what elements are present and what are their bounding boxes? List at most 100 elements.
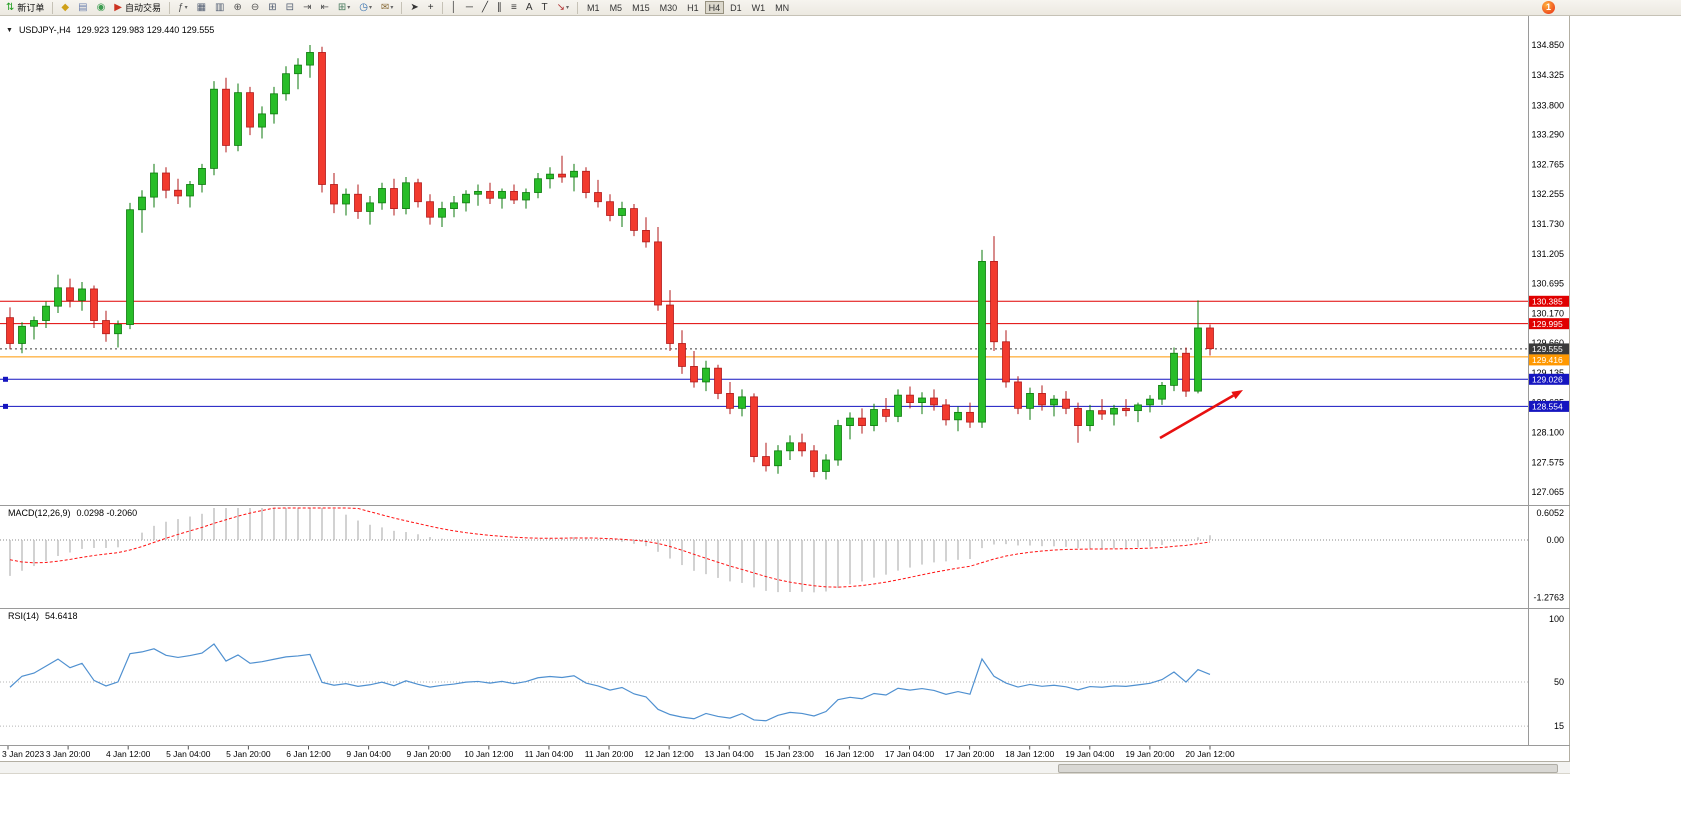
- rsi-axis-label: 100: [1549, 614, 1564, 624]
- timeframe-w1[interactable]: W1: [751, 3, 766, 13]
- price-axis-label: 130.695: [1531, 278, 1564, 288]
- bear-candle: [318, 52, 326, 185]
- tile-horizontal-icon[interactable]: ⊟: [282, 1, 298, 15]
- bear-candle: [1182, 352, 1190, 392]
- zoom-out-icon: ⊖: [250, 1, 260, 13]
- auto-trading-button-label: 自动交易: [125, 3, 162, 13]
- arrows-icon[interactable]: ↘ ▾: [553, 1, 573, 15]
- time-axis-label: 12 Jan 12:00: [645, 749, 694, 759]
- timeframe-d1[interactable]: D1: [730, 3, 742, 13]
- tile-windows-icon[interactable]: ▦: [193, 1, 210, 15]
- bull-candle: [402, 182, 410, 209]
- collapse-triangle-icon[interactable]: ▼: [6, 26, 13, 34]
- price-tag-text: 129.026: [1532, 374, 1563, 384]
- bear-candle: [1122, 407, 1130, 412]
- timeframe-m1[interactable]: M1: [587, 3, 600, 13]
- bull-candle: [234, 92, 242, 146]
- period-clock-icon[interactable]: ◷ ▾: [355, 1, 376, 15]
- cascade-windows-icon[interactable]: ▥: [211, 1, 228, 15]
- bull-candle: [294, 64, 302, 75]
- chart-shift-icon[interactable]: ⇤: [316, 1, 332, 15]
- main-toolbar: ⇅ 新订单 ◆ ▤ ◉ ▶ 自动交易 ƒ ▾ ▦ ▥ ⊕ ⊖ ⊞ ⊟ ⇥ ⇤ ⊞ ▾ ◷ ▾ ✉ ▾ ➤ + │ ─ ╱ ∥ ≡ A T ↘ ▾ M…: [0, 0, 1681, 16]
- zoom-in-icon[interactable]: ⊕: [230, 1, 246, 15]
- trend-arrow[interactable]: [1159, 394, 1235, 440]
- bull-candle: [306, 52, 314, 66]
- trendline-icon[interactable]: ╱: [478, 1, 492, 15]
- timeframe-mn[interactable]: MN: [775, 3, 790, 13]
- horizontal-line-icon[interactable]: ─: [462, 1, 477, 15]
- bear-candle: [1206, 327, 1214, 350]
- period-clock-icon: ◷: [359, 1, 368, 13]
- rsi-axis-label: 50: [1554, 677, 1564, 687]
- channel-icon[interactable]: ∥: [493, 1, 506, 15]
- rsi-axis-label: 15: [1554, 721, 1564, 731]
- bear-candle: [486, 190, 494, 199]
- price-axis-label: 131.730: [1531, 219, 1564, 229]
- bull-candle: [186, 184, 194, 197]
- timeframe-m30[interactable]: M30: [659, 3, 678, 13]
- bull-candle: [462, 193, 470, 204]
- time-axis-label: 9 Jan 20:00: [406, 749, 451, 759]
- bull-candle: [474, 190, 482, 195]
- line-anchor-handle[interactable]: [3, 376, 8, 382]
- auto-trading-button[interactable]: ▶ 自动交易: [110, 1, 165, 15]
- price-tag-129.995: [1529, 318, 1569, 330]
- template-icon[interactable]: ✉ ▾: [377, 1, 397, 15]
- bull-candle: [918, 397, 926, 404]
- bear-candle: [66, 287, 74, 301]
- bull-candle: [270, 93, 278, 115]
- time-axis-label: 13 Jan 04:00: [705, 749, 754, 759]
- notification-badge[interactable]: 1: [1542, 1, 1555, 14]
- grid-icon[interactable]: ⊞: [264, 1, 280, 15]
- scrollbar-thumb[interactable]: [1058, 764, 1558, 773]
- cursor-icon[interactable]: ➤: [406, 1, 422, 15]
- text-label-icon[interactable]: T: [538, 1, 552, 15]
- bear-candle: [882, 409, 890, 417]
- new-chart-icon[interactable]: ⊞ ▾: [334, 1, 354, 15]
- timeframe-m15[interactable]: M15: [632, 3, 650, 13]
- bull-candle: [1146, 398, 1154, 406]
- toolbar-separator: [577, 1, 579, 14]
- horizontal-scrollbar[interactable]: [0, 761, 1570, 774]
- price-axis-label: 133.290: [1531, 130, 1564, 140]
- fibonacci-icon[interactable]: ≡: [507, 1, 521, 15]
- bear-candle: [666, 304, 674, 344]
- bear-candle: [1098, 410, 1106, 415]
- auto-scroll-icon[interactable]: ⇥: [299, 1, 315, 15]
- bull-candle: [78, 288, 86, 301]
- dropdown-caret-icon: ▾: [184, 5, 188, 11]
- vertical-line-icon[interactable]: │: [447, 1, 461, 15]
- zoom-out-icon[interactable]: ⊖: [247, 1, 263, 15]
- bull-candle: [282, 73, 290, 95]
- crosshair-icon[interactable]: +: [424, 1, 438, 15]
- new-order-button: ⇅: [6, 1, 15, 13]
- price-axis-label: 127.065: [1531, 487, 1564, 497]
- price-tag-130.385: [1529, 295, 1569, 307]
- bull-candle: [366, 202, 374, 212]
- timeframe-m5[interactable]: M5: [609, 3, 623, 13]
- bull-candle: [54, 287, 62, 307]
- chart-canvas[interactable]: 134.850 134.325 133.800 133.290 132.765 132.2…: [0, 16, 1570, 761]
- time-axis-label: 11 Jan 04:00: [525, 749, 574, 759]
- strategy-navigator-icon[interactable]: ◉: [93, 1, 110, 15]
- bear-candle: [510, 190, 518, 201]
- bull-candle: [42, 305, 50, 321]
- timeframe-h4[interactable]: H4: [704, 1, 725, 14]
- bear-candle: [942, 404, 950, 421]
- bear-candle: [222, 88, 230, 146]
- price-axis-label: 129.135: [1531, 368, 1564, 378]
- dropdown-caret-icon: ▾: [566, 5, 570, 11]
- indicators-icon[interactable]: ƒ ▾: [174, 1, 192, 15]
- bull-candle: [258, 113, 266, 128]
- data-window-icon[interactable]: ▤: [74, 1, 91, 15]
- text-icon[interactable]: A: [522, 1, 537, 15]
- chart-symbol-period: USDJPY-,H4: [18, 25, 71, 35]
- line-anchor-handle[interactable]: [3, 403, 8, 409]
- new-order-button[interactable]: ⇅ 新订单: [2, 1, 48, 15]
- market-watch-icon[interactable]: ◆: [57, 1, 73, 15]
- bull-candle: [954, 411, 962, 421]
- vertical-line-icon: │: [450, 1, 457, 13]
- bull-candle: [738, 396, 746, 409]
- timeframe-h1[interactable]: H1: [687, 3, 699, 13]
- trend-arrow-head[interactable]: [1231, 390, 1243, 400]
